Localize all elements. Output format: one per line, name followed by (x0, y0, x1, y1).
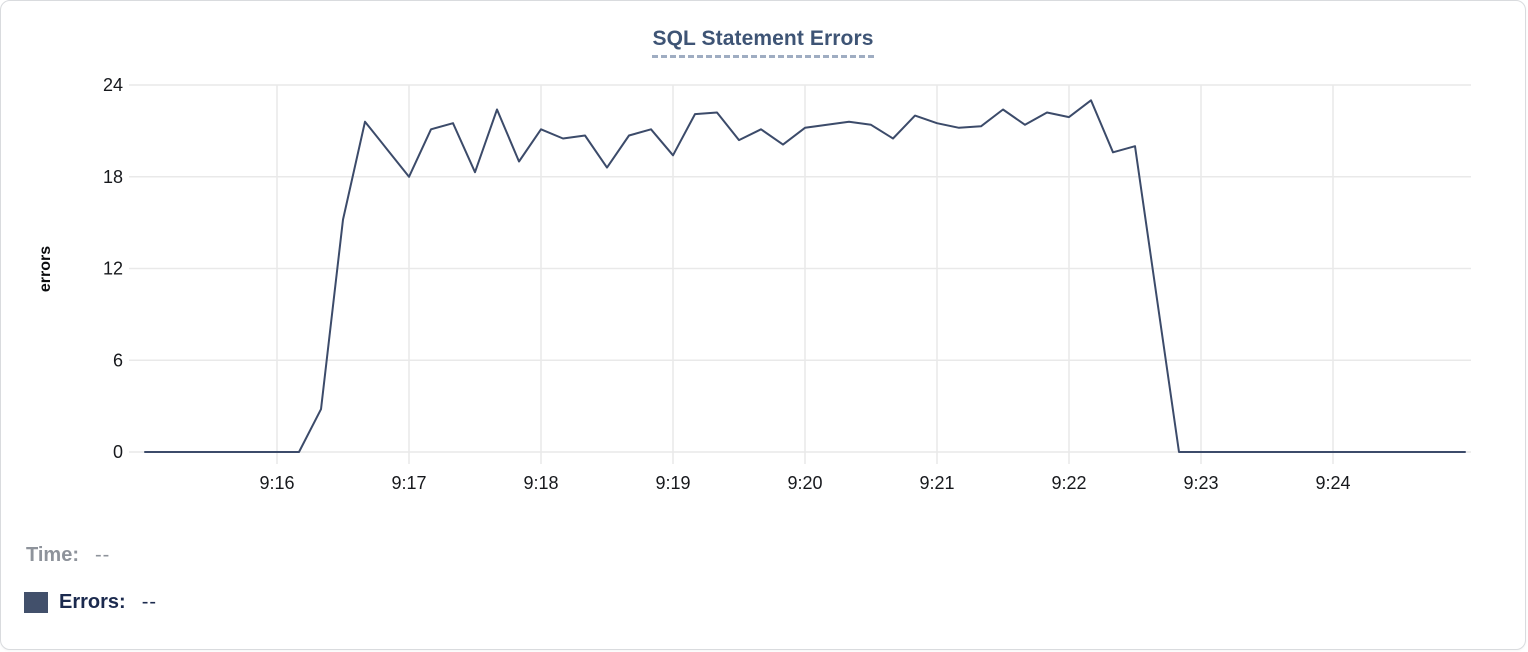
errors-series-line[interactable] (144, 99, 1466, 453)
tooltip-time-label: Time: (26, 544, 79, 566)
y-tick-label: 6 (113, 350, 123, 370)
x-tick-label: 9:22 (1051, 473, 1086, 493)
x-tick-label: 9:23 (1183, 473, 1218, 493)
chart-title[interactable]: SQL Statement Errors (652, 27, 874, 58)
y-tick-label: 12 (103, 259, 123, 279)
tooltip-time-row: Time: -- (24, 544, 110, 567)
y-tick-label: 18 (103, 167, 123, 187)
x-tick-label: 9:20 (787, 473, 822, 493)
x-tick-label: 9:17 (391, 473, 426, 493)
legend-errors-row: Errors: -- (24, 591, 157, 614)
x-tick-label: 9:21 (919, 473, 954, 493)
tooltip-errors-label: Errors: (59, 591, 126, 613)
x-tick-label: 9:16 (259, 473, 294, 493)
errors-line-chart: 0 6 12 18 24 9:16 9:17 9:18 9:19 9:20 9:21 9:22 9:23… (37, 75, 1471, 493)
x-tick-label: 9:19 (655, 473, 690, 493)
errors-series-swatch (24, 592, 48, 613)
tooltip-time-value: -- (94, 544, 111, 566)
y-tick-label: 0 (113, 442, 123, 462)
x-tick-label: 9:24 (1315, 473, 1350, 493)
chart-header: SQL Statement Errors (1, 27, 1525, 58)
tooltip-errors-value: -- (141, 591, 158, 613)
y-tick-label: 24 (103, 75, 123, 95)
y-axis-title: errors (37, 246, 54, 292)
x-tick-label: 9:18 (523, 473, 558, 493)
